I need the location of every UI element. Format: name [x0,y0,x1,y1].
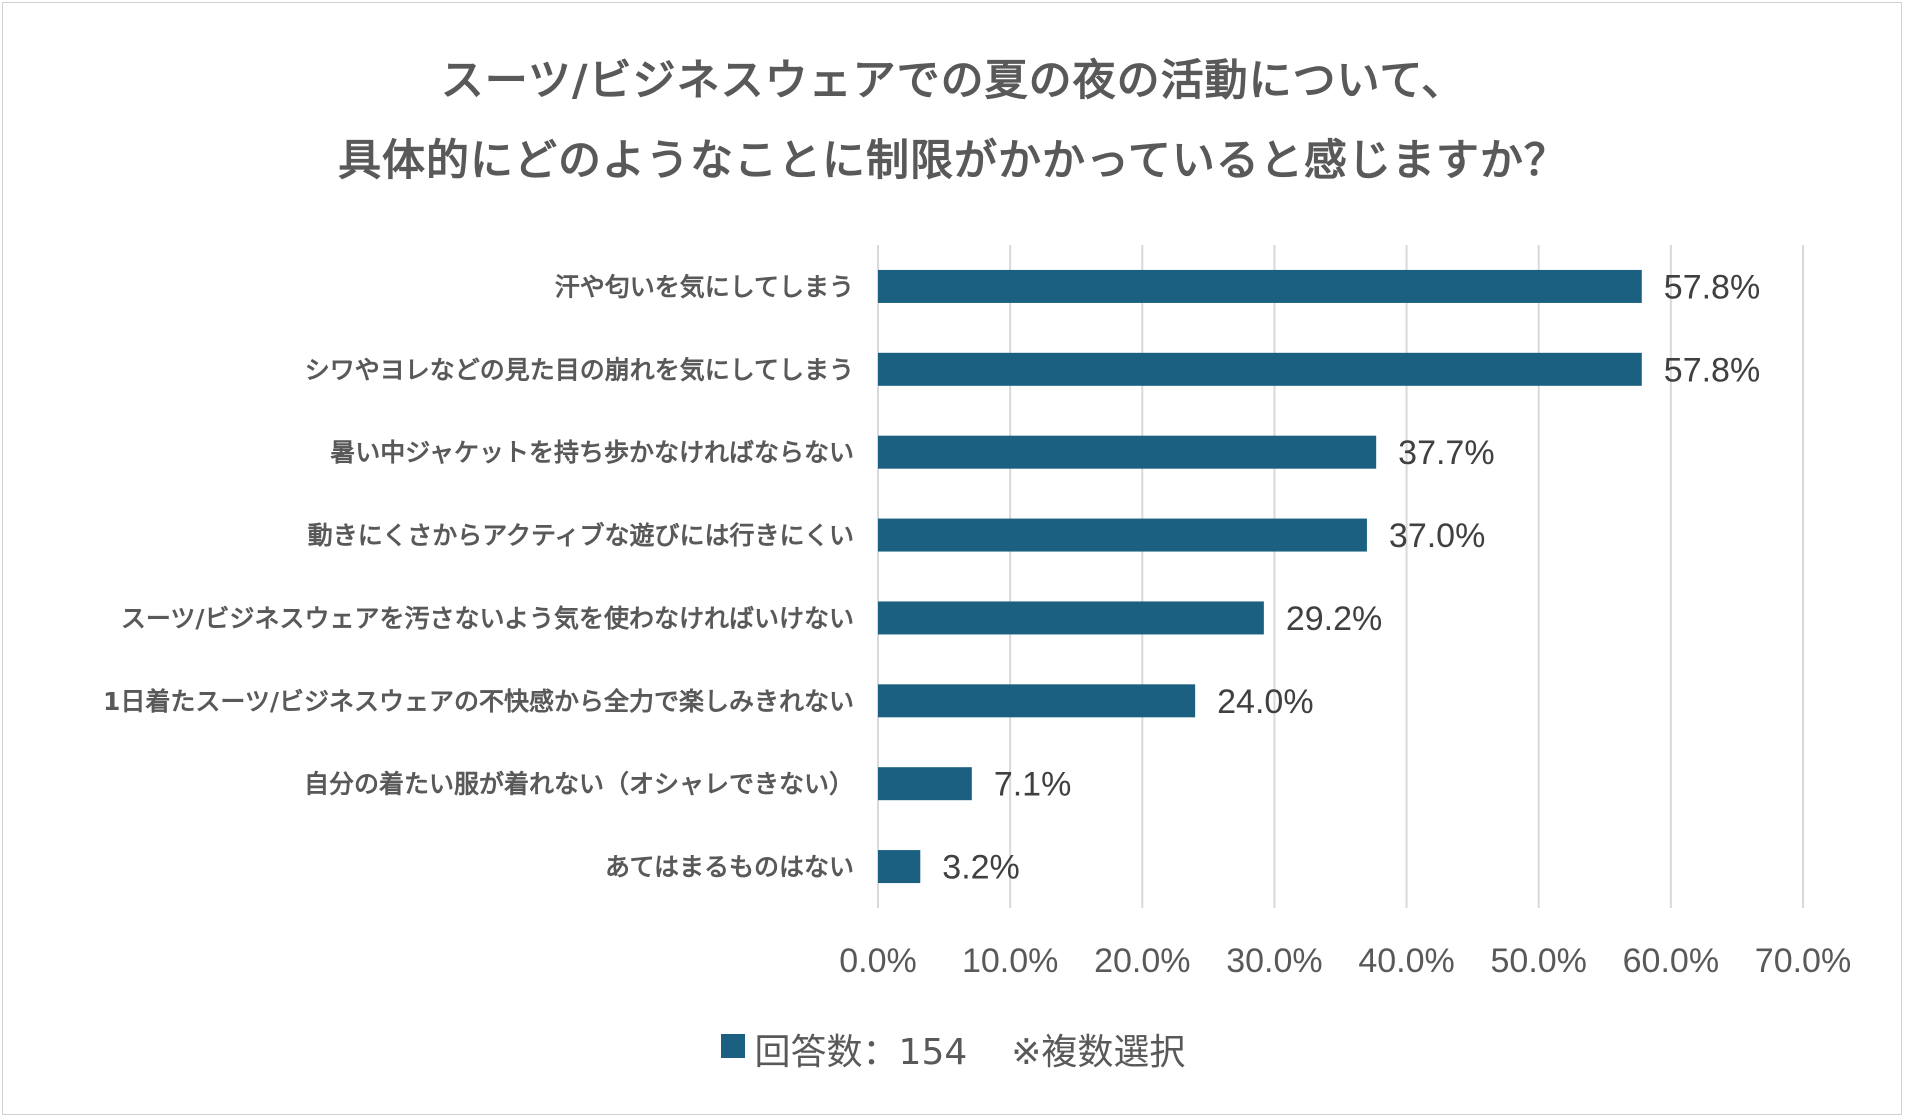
category-label: 暑い中ジャケットを持ち歩かなければならない [330,438,854,467]
category-label: 自分の着たい服が着れない（オシャレできない） [304,770,854,799]
category-label: 動きにくさからアクティブな遊びには行きにくい [308,521,854,550]
chart-title-line-1: スーツ/ビジネスウェアでの夏の夜の活動について、 [440,56,1466,106]
value-label: 37.7% [1398,434,1494,472]
bar [878,850,921,884]
category-labels: 汗や匂いを気にしてしまうシワやヨレなどの見た目の崩れを気にしてしまう暑い中ジャケ… [103,272,854,881]
bar [878,684,1196,718]
x-tick-label: 40.0% [1358,942,1454,980]
bar [878,518,1367,552]
value-label: 57.8% [1664,268,1760,306]
gridlines [877,245,1804,908]
category-label: 汗や匂いを気にしてしまう [555,272,854,301]
x-tick-label: 30.0% [1226,942,1322,980]
value-labels: 57.8% 57.8% 37.7% 37.0% 29.2% 24.0% 7.1% 3.2% [942,268,1760,886]
x-tick-label: 10.0% [962,942,1058,980]
x-axis-tick-labels: 0.0% 10.0% 20.0% 30.0% 40.0% 50.0% 60.0% 70.0% [839,942,1851,980]
bar [878,352,1642,386]
category-label: シワやヨレなどの見た目の崩れを気にしてしまう [305,355,854,384]
x-tick-label: 20.0% [1094,942,1190,980]
x-tick-label: 70.0% [1755,942,1851,980]
legend-swatch [720,1034,745,1058]
value-label: 37.0% [1389,517,1485,555]
value-label: 7.1% [994,766,1072,804]
legend-note: ※複数選択 [1011,1032,1186,1073]
x-tick-label: 0.0% [839,942,917,980]
category-label: あてはまるものはない [605,853,854,882]
bar [878,601,1264,635]
value-label: 24.0% [1217,683,1313,721]
value-label: 57.8% [1664,351,1760,389]
legend-series-name: 回答数：154 [754,1032,968,1073]
bar [878,767,972,801]
category-label: スーツ/ビジネスウェアを汚さないよう気を使わなければいけない [121,604,854,633]
bars [878,269,1642,884]
value-label: 3.2% [942,849,1020,887]
legend: 回答数：154 ※複数選択 [0,1023,1906,1075]
bar [878,269,1642,303]
value-label: 29.2% [1286,600,1382,638]
x-tick-label: 50.0% [1491,942,1587,980]
category-label: 1日着たスーツ/ビジネスウェアの不快感から全力で楽しみきれない [103,687,854,716]
bar [878,435,1377,469]
x-tick-label: 60.0% [1623,942,1719,980]
chart-title-line-2: 具体的にどのようなことに制限がかかっていると感じますか？ [338,136,1568,186]
